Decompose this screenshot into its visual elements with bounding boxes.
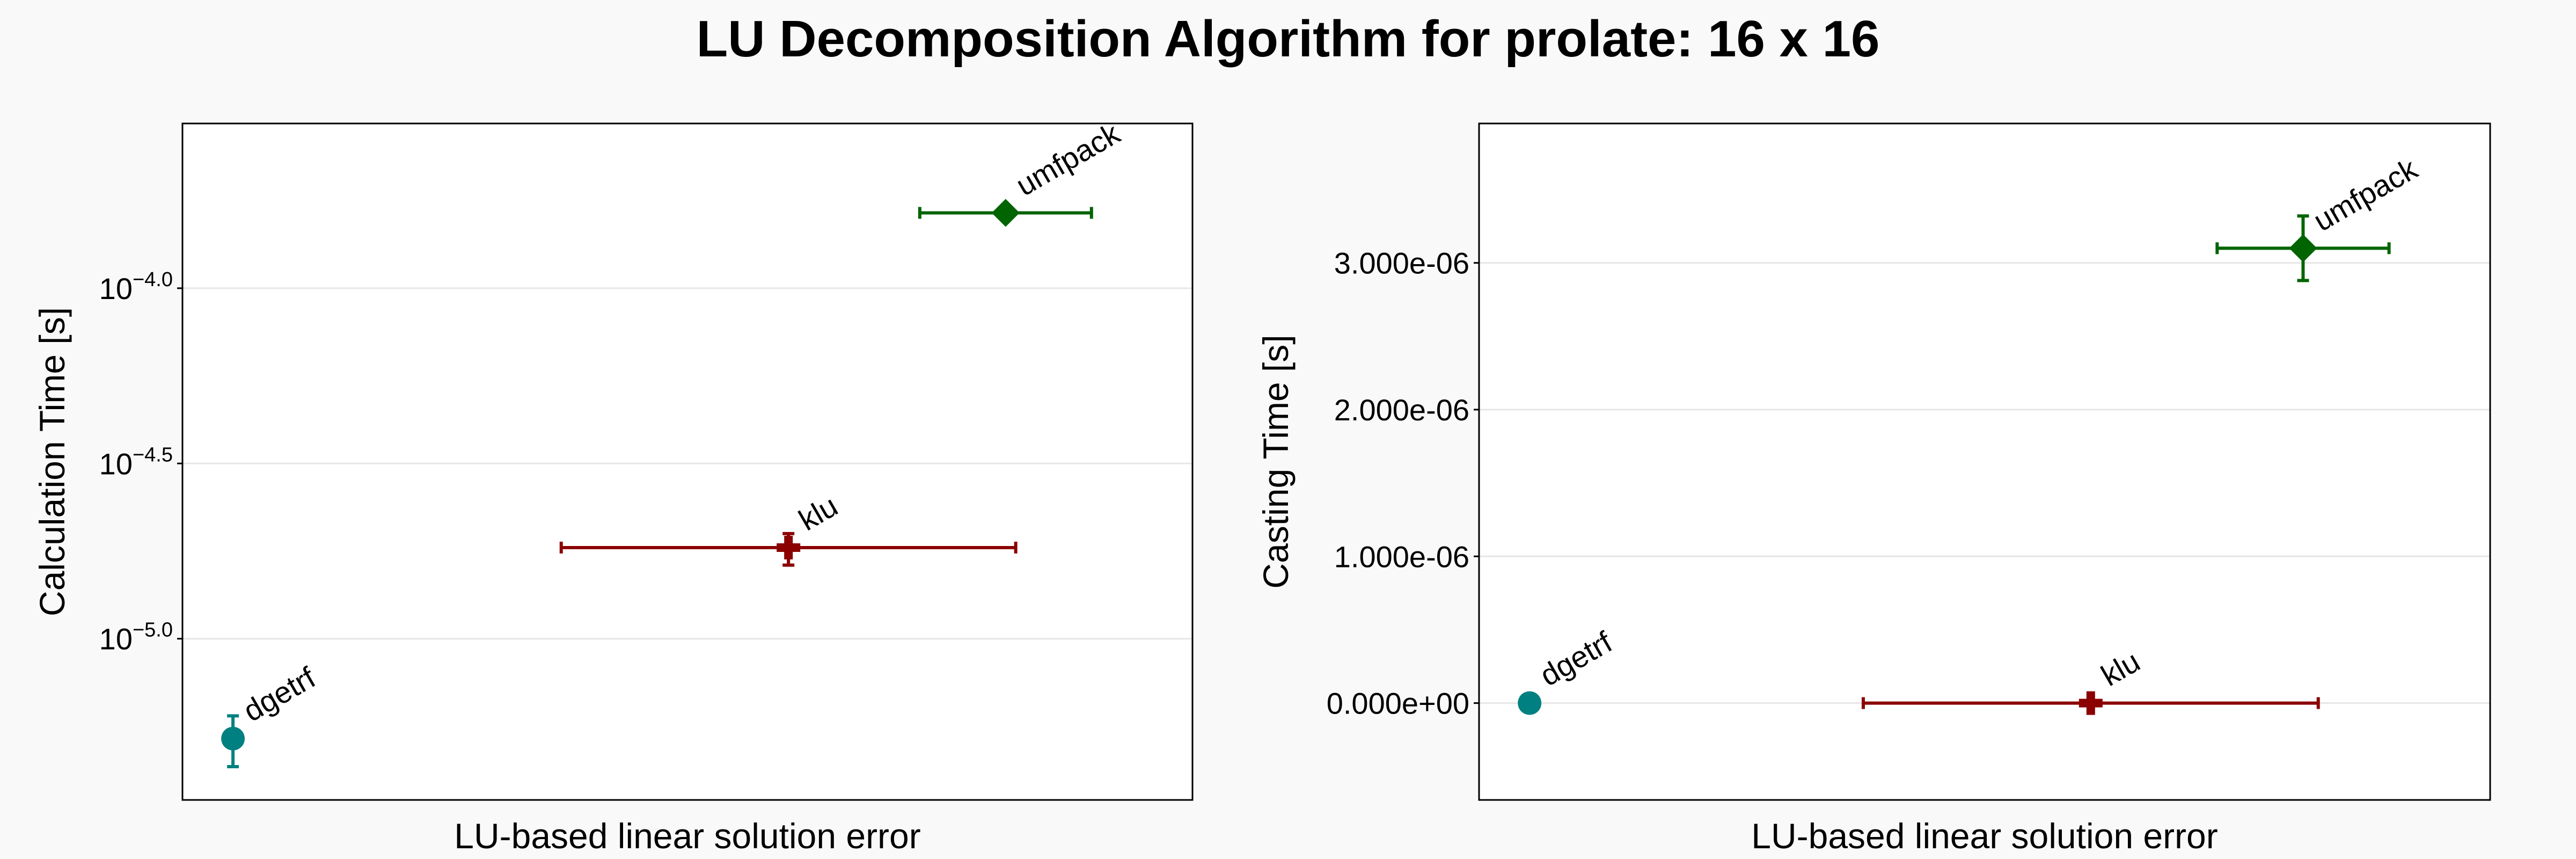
data-point <box>2079 691 2103 715</box>
y-tick-label: 10−4.0 <box>99 268 173 305</box>
y-tick-label: 2.000e-06 <box>1334 393 1469 427</box>
data-point <box>2289 234 2317 263</box>
data-point <box>1518 691 1542 715</box>
y-axis-label: Calculation Time [s] <box>32 307 72 616</box>
plot-area <box>182 123 1192 800</box>
chart-panel-1: 10−4.0 10−4.5 10−5.0 LU-based linear soluti… <box>32 116 1194 856</box>
page-title: LU Decomposition Algorithm for prolate: … <box>696 10 1880 68</box>
y-tick-label: 0.000e+00 <box>1327 687 1469 720</box>
y-axis-label: Casting Time [s] <box>1256 334 1296 588</box>
data-point <box>777 535 801 559</box>
x-axis-label: LU-based linear solution error <box>454 816 920 856</box>
y-tick-label: 10−4.5 <box>99 443 173 481</box>
plot-frame <box>1478 122 2491 801</box>
x-axis-label: LU-based linear solution error <box>1751 816 2218 856</box>
data-point <box>991 199 1020 227</box>
y-tick-label: 1.000e-06 <box>1334 540 1469 573</box>
chart-panel-2: 0.000e+00 1.000e-06 2.000e-06 3.000e-06 LU-b… <box>1256 122 2491 856</box>
plot-frame <box>181 122 1194 801</box>
plot-area <box>1479 123 2490 800</box>
y-tick-label: 10−5.0 <box>99 619 173 656</box>
data-point <box>221 726 245 751</box>
y-tick-label: 3.000e-06 <box>1334 246 1469 280</box>
